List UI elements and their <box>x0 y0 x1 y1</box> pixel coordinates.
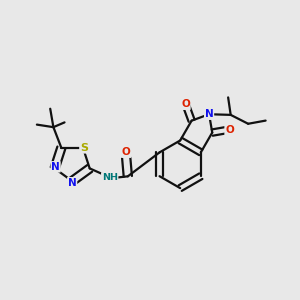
Text: N: N <box>68 178 76 188</box>
Text: O: O <box>122 147 130 157</box>
Text: O: O <box>181 99 190 109</box>
Text: N: N <box>205 109 214 119</box>
Text: O: O <box>225 124 234 135</box>
Text: NH: NH <box>102 173 118 182</box>
Text: S: S <box>80 143 88 153</box>
Text: N: N <box>51 162 60 172</box>
